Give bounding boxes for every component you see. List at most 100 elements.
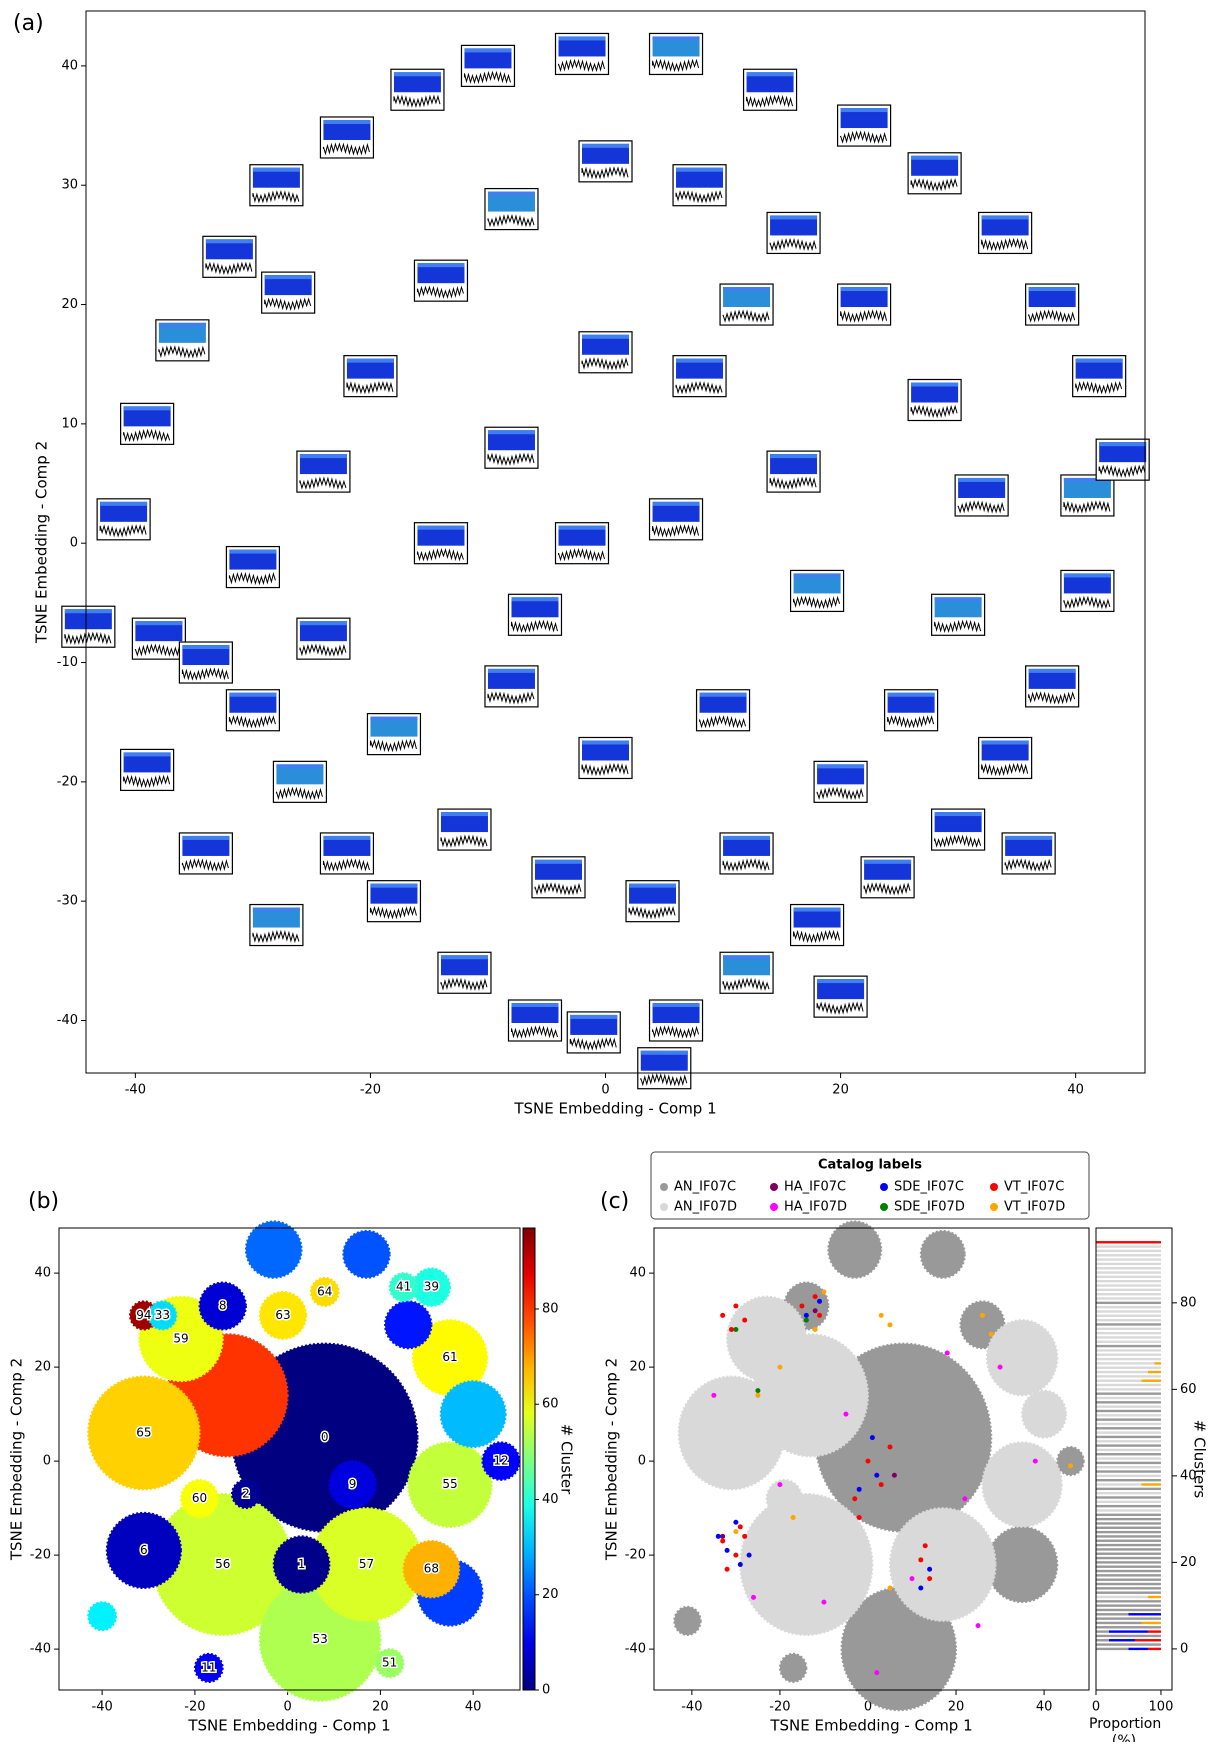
proportion-bar [1096, 1345, 1161, 1347]
thumbnail [508, 1000, 561, 1041]
legend-marker [880, 1183, 888, 1191]
label-point [887, 1322, 892, 1327]
proportion-bar [1096, 1418, 1161, 1420]
label-point [980, 1313, 985, 1318]
proportion-bar [1096, 1263, 1161, 1265]
thumbnail [791, 905, 844, 946]
proportion-bar [1096, 1315, 1161, 1317]
thumbnail [414, 260, 467, 301]
label-point [738, 1524, 743, 1529]
thumbnail-band [747, 72, 794, 76]
label-point [927, 1576, 932, 1581]
thumbnail [626, 881, 679, 922]
proportion-bar [1096, 1626, 1161, 1628]
thumbnail-band [629, 884, 676, 888]
label-point [738, 1562, 743, 1567]
proportion-bar [1096, 1367, 1161, 1369]
proportion-bar [1096, 1457, 1161, 1459]
y-tick-label: 40 [629, 1266, 646, 1281]
thumbnail [579, 737, 632, 778]
legend-label: VT_IF07D [1004, 1200, 1065, 1215]
thumbnail [650, 499, 703, 540]
thumbnail [121, 749, 174, 790]
thumbnail [297, 451, 350, 492]
thumbnail-band [265, 275, 312, 279]
thumbnail [556, 33, 609, 74]
proportion-bar [1096, 1323, 1161, 1325]
label-point [998, 1365, 1003, 1370]
proportion-bar [1096, 1423, 1161, 1425]
thumbnail [814, 976, 867, 1017]
y-tick-label: -30 [57, 894, 78, 909]
label-point [813, 1327, 818, 1332]
thumbnail-band [276, 764, 323, 768]
proportion-bar [1096, 1271, 1161, 1273]
x-tick-label: 0 [284, 1700, 292, 1715]
proportion-bar [1096, 1380, 1141, 1382]
label-point [887, 1586, 892, 1591]
proportion-bar [1096, 1574, 1161, 1576]
thumbnail-band [1005, 836, 1052, 840]
cluster-label: 57 [359, 1557, 374, 1571]
proportion-bar [1096, 1466, 1161, 1468]
thumbnail [367, 714, 420, 755]
proportion-bar [1096, 1509, 1161, 1511]
thumbnail [320, 833, 373, 874]
proportion-bar [1141, 1380, 1160, 1382]
proportion-bar [1096, 1245, 1161, 1247]
proportion-bar [1096, 1604, 1161, 1606]
thumbnail [508, 594, 561, 635]
proportion-bar [1096, 1388, 1161, 1390]
label-point [733, 1529, 738, 1534]
thumbnail-band [441, 955, 488, 959]
thumbnail-band [723, 287, 770, 291]
cluster-label: 55 [442, 1477, 457, 1491]
cluster-label: 60 [192, 1491, 207, 1505]
thumbnail [203, 236, 256, 277]
thumbnail [250, 905, 303, 946]
x-tick-label: 100 [1149, 1700, 1174, 1715]
thumbnail [955, 475, 1008, 516]
proportion-bar [1096, 1622, 1141, 1624]
proportion-bar [1096, 1371, 1148, 1373]
label-region [828, 1221, 881, 1277]
label-point [711, 1393, 716, 1398]
label-point [817, 1313, 822, 1318]
proportion-bar [1096, 1635, 1161, 1637]
thumbnail-band [488, 669, 535, 673]
thumbnail [673, 356, 726, 397]
proportion-bar [1096, 1449, 1161, 1451]
thumbnail [438, 809, 491, 850]
label-point [777, 1365, 782, 1370]
thumbnail-band [135, 621, 182, 625]
cluster-blob [441, 1381, 506, 1447]
proportion-bar [1096, 1310, 1161, 1312]
thumbnail [556, 523, 609, 564]
label-region [727, 1297, 806, 1382]
label-region [890, 1508, 996, 1621]
thumbnail [1061, 475, 1114, 516]
label-point [716, 1534, 721, 1539]
label-point [887, 1445, 892, 1450]
label-point [755, 1388, 760, 1393]
proportion-bar [1135, 1639, 1161, 1641]
thumbnail-band [253, 908, 300, 912]
thumbnail-band [794, 908, 841, 912]
thumbnail-band [535, 860, 582, 864]
thumbnail-band [1076, 359, 1123, 363]
thumbnail-band [817, 764, 864, 768]
proportion-bar [1096, 1578, 1161, 1580]
label-region [780, 1654, 806, 1682]
thumbnail-band [229, 550, 276, 554]
cluster-label: 33 [155, 1308, 170, 1322]
thumbnail [908, 380, 961, 421]
proportion-bar [1096, 1332, 1161, 1334]
thumbnail-band [794, 573, 841, 577]
panel-label: (b) [28, 1189, 59, 1214]
thumbnail [908, 153, 961, 194]
y-tick-label: 0 [1180, 1641, 1188, 1656]
proportion-bar [1096, 1401, 1161, 1403]
label-region [921, 1231, 965, 1278]
proportion-bar [1096, 1475, 1161, 1477]
cluster-label: 1 [298, 1557, 306, 1571]
